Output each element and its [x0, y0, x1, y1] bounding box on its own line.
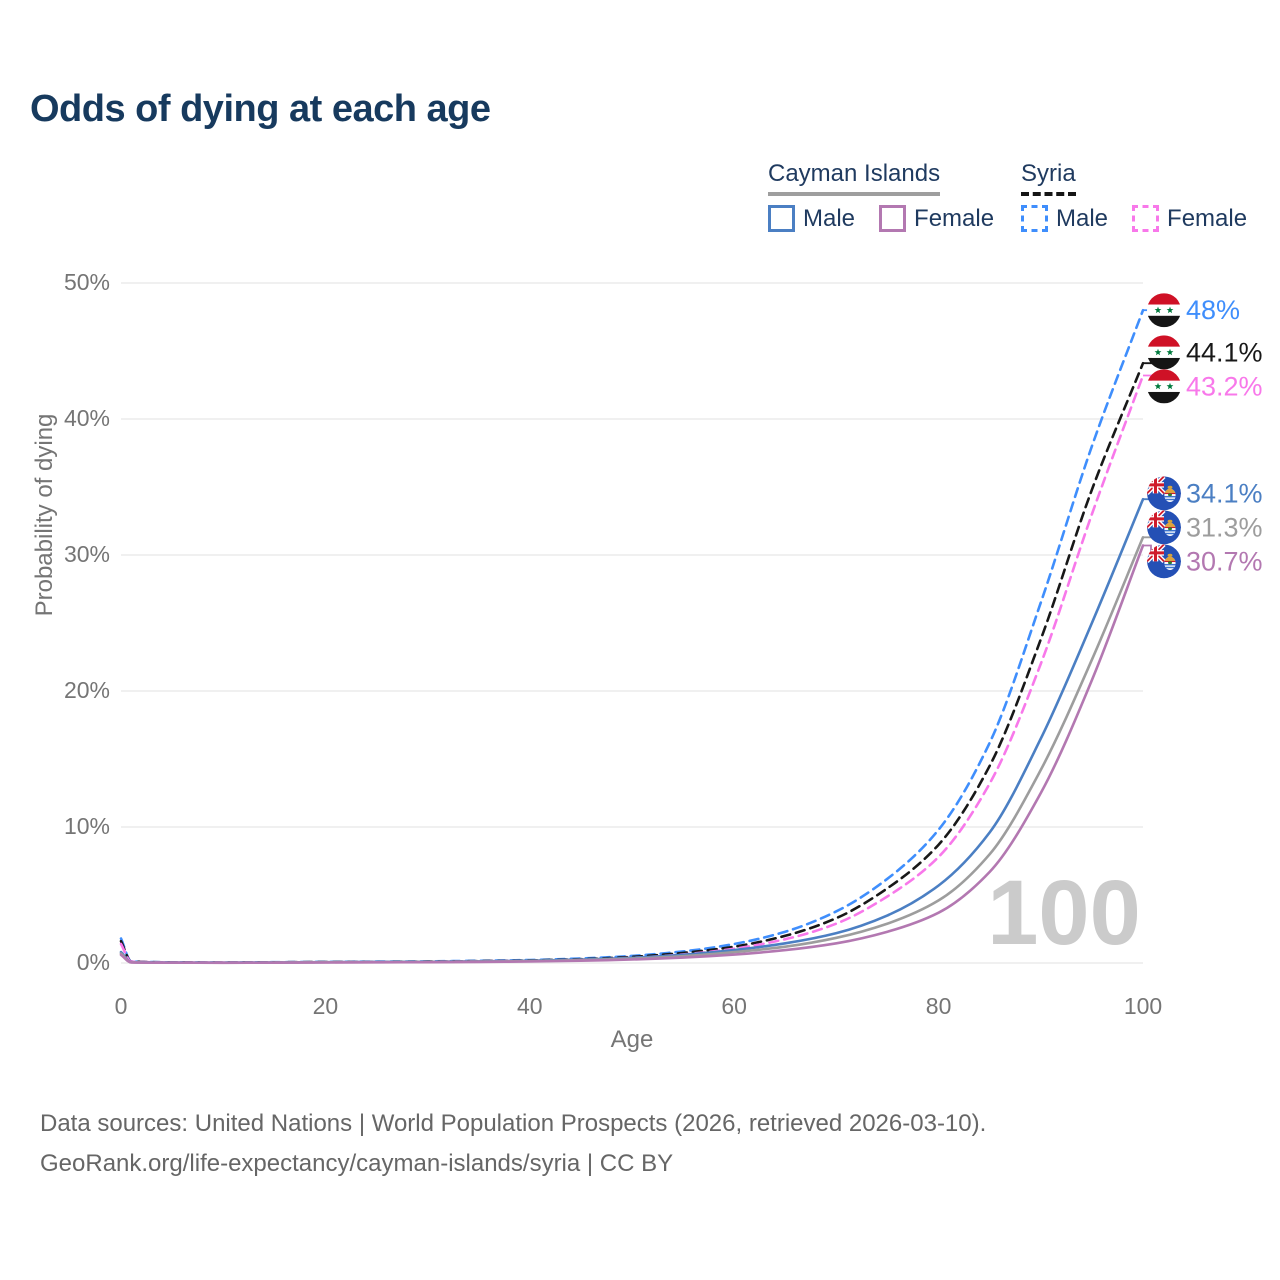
y-tick-label: 10% [63, 813, 110, 839]
x-tick-label: 60 [721, 993, 747, 1019]
legend-label-male: Male [1056, 204, 1109, 232]
x-tick-label: 20 [312, 993, 339, 1019]
x-axis-title: Age [610, 1026, 654, 1053]
legend-group-cayman-islands: Cayman Islands Male Female [768, 160, 1018, 233]
y-tick-label: 30% [63, 541, 110, 567]
y-tick-label: 50% [63, 269, 110, 295]
legend-country-cayman-islands[interactable]: Cayman Islands [768, 160, 941, 196]
syria-flag-icon [1147, 369, 1181, 404]
legend-label-female: Female [914, 204, 995, 232]
x-tick-label: 0 [114, 993, 128, 1019]
legend-swatch-syria-male[interactable] [1021, 205, 1048, 233]
y-tick-label: 20% [63, 677, 110, 703]
legend-label-female: Female [1167, 204, 1248, 232]
end-label-syria-female: 43.2% [1186, 371, 1263, 401]
legend-swatch-cayman-islands-male[interactable] [768, 205, 795, 233]
end-label-cayman-islands-both-sexes: 31.3% [1186, 512, 1263, 542]
y-axis-title: Probability of dying [31, 413, 58, 617]
cayman-islands-flag-icon [1147, 476, 1181, 511]
end-label-syria-both-sexes: 44.1% [1186, 337, 1263, 367]
syria-flag-icon [1147, 293, 1181, 328]
end-label-syria-male: 48% [1186, 295, 1240, 325]
legend-swatch-syria-female[interactable] [1132, 205, 1160, 233]
end-label-cayman-islands-female: 30.7% [1186, 546, 1263, 576]
page-title: Odds of dying at each age [30, 88, 491, 130]
end-label-cayman-islands-male: 34.1% [1186, 478, 1263, 508]
legend-label-male: Male [803, 204, 856, 232]
y-tick-label: 40% [63, 405, 110, 431]
x-tick-label: 100 [1123, 993, 1163, 1019]
x-tick-label: 40 [517, 993, 543, 1019]
age-watermark: 100 [987, 862, 1141, 964]
cayman-islands-flag-icon [1147, 544, 1181, 579]
series-line-cayman-islands-female[interactable] [119, 544, 1145, 965]
legend-country-syria[interactable]: Syria [1021, 160, 1076, 196]
legend-swatch-cayman-islands-female[interactable] [879, 205, 907, 233]
syria-flag-icon [1147, 335, 1181, 370]
attribution-text: GeoRank.org/life-expectancy/cayman-islan… [40, 1150, 674, 1177]
y-tick-label: 0% [76, 949, 110, 975]
cayman-islands-flag-icon [1147, 510, 1181, 545]
data-sources-text: Data sources: United Nations | World Pop… [40, 1110, 987, 1137]
x-tick-label: 80 [925, 993, 952, 1019]
legend-group-syria: Syria Male Female [1021, 160, 1271, 233]
